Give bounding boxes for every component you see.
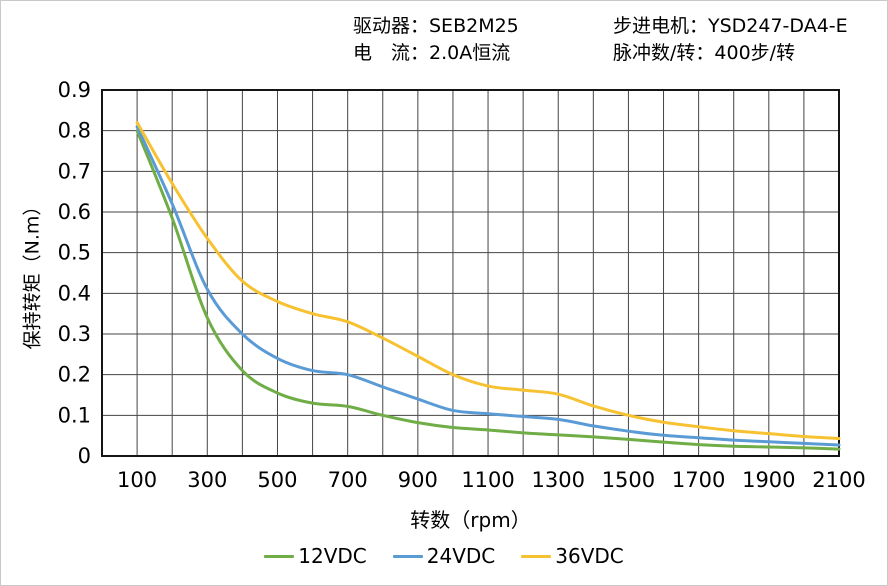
x-tick-label: 500 <box>257 468 297 492</box>
plot-border <box>101 89 840 457</box>
x-tick-label: 900 <box>398 468 438 492</box>
legend-item-24vdc: 24VDC <box>392 544 496 568</box>
legend-swatch-24vdc <box>392 554 423 558</box>
y-tick-label: 0.5 <box>58 241 91 265</box>
legend-item-36vdc: 36VDC <box>521 544 624 568</box>
y-tick-label: 0.7 <box>58 159 91 183</box>
x-tick-label: 300 <box>187 468 227 492</box>
curve-12vdc <box>135 129 841 451</box>
y-tick-label: 0.9 <box>58 78 91 102</box>
x-axis-title: 转数（rpm） <box>410 508 531 532</box>
driver-label: 驱动器：SEB2M25 <box>353 15 519 37</box>
y-tick-label: 0.6 <box>58 200 91 224</box>
y-tick-label: 0.8 <box>58 119 91 143</box>
x-tick-label: 1100 <box>461 468 514 492</box>
current-label: 电 流：2.0A恒流 <box>353 42 511 64</box>
y-tick-label: 0 <box>78 444 91 468</box>
y-tick-label: 0.4 <box>58 281 91 305</box>
x-tick-label: 2100 <box>812 468 865 492</box>
x-tick-label: 1700 <box>672 468 725 492</box>
legend-label-12vdc: 12VDC <box>298 544 367 568</box>
pulses-label: 脉冲数/转：400步/转 <box>613 42 796 64</box>
legend-item-12vdc: 12VDC <box>264 544 367 568</box>
curve-24vdc <box>135 125 841 447</box>
y-tick-label: 0.2 <box>58 363 91 387</box>
motor-label: 步进电机：YSD247-DA4-E <box>613 15 848 37</box>
y-tick-label: 0.3 <box>58 322 91 346</box>
curve-36vdc <box>135 121 841 441</box>
y-tick-label: 0.1 <box>58 403 91 427</box>
y-axis-title: 保持转矩（N.m） <box>21 196 44 350</box>
x-tick-label: 1300 <box>532 468 585 492</box>
x-tick-label: 1500 <box>602 468 655 492</box>
legend: 12VDC 24VDC 36VDC <box>1 544 887 568</box>
legend-swatch-12vdc <box>264 554 295 558</box>
legend-label-24vdc: 24VDC <box>426 544 496 568</box>
x-tick-label: 700 <box>328 468 368 492</box>
x-tick-label: 1900 <box>742 468 795 492</box>
header-motor-block: 步进电机：YSD247-DA4-E 脉冲数/转：400步/转 <box>613 13 848 67</box>
legend-label-36vdc: 36VDC <box>555 544 624 568</box>
x-tick-label: 100 <box>117 468 157 492</box>
header-driver-block: 驱动器：SEB2M25 电 流：2.0A恒流 <box>353 13 519 67</box>
legend-swatch-36vdc <box>521 554 552 558</box>
